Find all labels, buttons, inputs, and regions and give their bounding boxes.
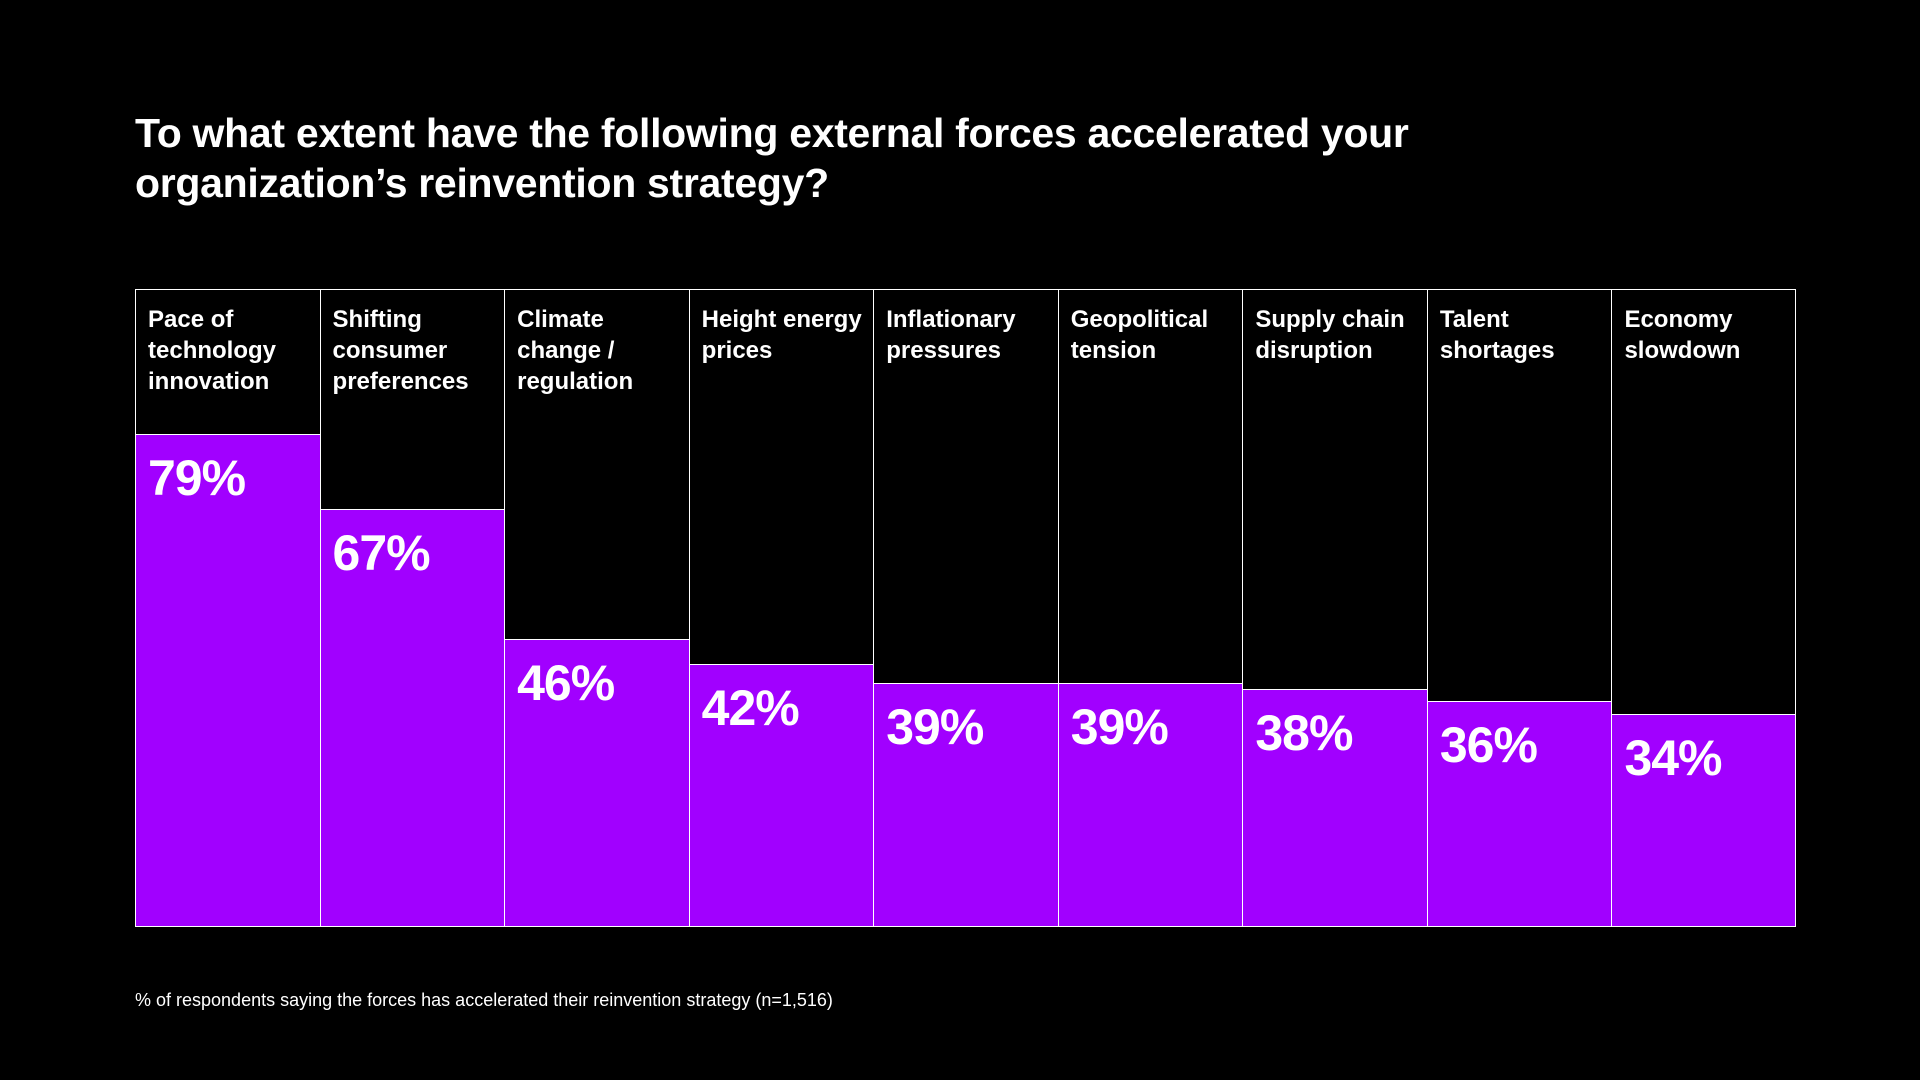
category-label: Talent shortages <box>1439 306 1555 364</box>
category-column: Inflationary pressures 39% <box>873 289 1059 927</box>
category-label: Geopolitical tension <box>1070 306 1209 364</box>
data-label: 42% <box>701 679 800 736</box>
data-label: 67% <box>332 524 431 581</box>
bar: 39% <box>1058 682 1243 926</box>
data-label: 38% <box>1255 704 1353 761</box>
category-column: Height energy prices 42% <box>688 289 874 927</box>
category-label: Supply chain disruption <box>1255 306 1405 364</box>
data-label: 39% <box>1070 698 1169 755</box>
category-label: Height energy prices <box>701 306 862 364</box>
bar: 79% <box>136 434 321 926</box>
data-label: 34% <box>1624 729 1722 786</box>
category-label: Inflationary pressures <box>886 306 1016 364</box>
data-label: 36% <box>1439 717 1538 774</box>
category-column: Supply chain disruption 38% <box>1242 289 1428 927</box>
bar: 42% <box>689 663 874 926</box>
bar: 67% <box>320 508 505 926</box>
bar: 34% <box>1612 713 1795 926</box>
category-column: Talent shortages 36% <box>1426 289 1612 927</box>
data-label: 39% <box>886 698 984 755</box>
category-column: Pace of technology innovation 79% <box>135 289 321 927</box>
category-column: Climate change / regulation 46% <box>504 289 690 927</box>
category-label: Economy slowdown <box>1624 306 1741 364</box>
chart-title: To what extent have the following extern… <box>135 110 1409 206</box>
category-column: Geopolitical tension 39% <box>1057 289 1243 927</box>
data-label: 79% <box>148 450 246 506</box>
footnote: % of respondents saying the forces has a… <box>135 990 833 1010</box>
bar: 36% <box>1427 701 1612 926</box>
bar: 39% <box>874 682 1059 926</box>
category-label: Pace of technology innovation <box>148 306 277 395</box>
category-column: Economy slowdown 34% <box>1611 289 1796 927</box>
bar: 46% <box>505 639 690 926</box>
data-label: 46% <box>517 655 615 712</box>
category-column: Shifting consumer preferences 67% <box>319 289 505 927</box>
category-label: Shifting consumer preferences <box>332 306 469 395</box>
bar: 38% <box>1243 688 1428 926</box>
category-label: Climate change / regulation <box>517 306 634 395</box>
bar-chart: Pace of technology innovation 79% Shifting… <box>135 289 1796 927</box>
